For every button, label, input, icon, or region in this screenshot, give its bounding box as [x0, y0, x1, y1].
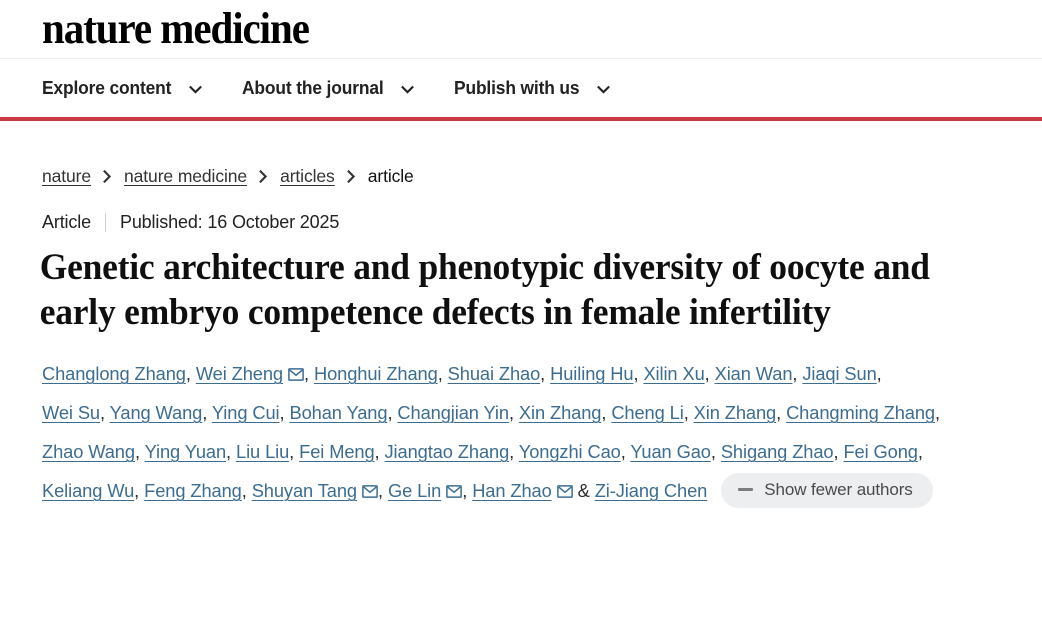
author-link[interactable]: Liu Liu [236, 441, 290, 462]
email-envelope-icon[interactable] [362, 485, 378, 498]
author-link[interactable]: Changjian Yin [397, 402, 509, 423]
breadcrumb: nature nature medicine articles article [0, 121, 1042, 187]
author-separator: , [185, 363, 196, 384]
breadcrumb-item-articles[interactable]: articles [280, 166, 335, 186]
author-link[interactable]: Ying Yuan [144, 441, 227, 462]
author-separator: , [508, 402, 519, 423]
nav-item-publish-with-us[interactable]: Publish with us [454, 77, 610, 99]
author-separator: , [540, 363, 551, 384]
author-link[interactable]: Keliang Wu [42, 480, 135, 501]
author-separator: , [776, 402, 787, 423]
author-link[interactable]: Fei Meng [299, 441, 375, 462]
chevron-down-icon [596, 83, 610, 96]
author-link[interactable]: Wei Zheng [195, 363, 283, 384]
minus-icon [738, 488, 754, 492]
show-fewer-authors-button[interactable]: Show fewer authors [721, 472, 933, 508]
author-separator: , [241, 480, 252, 501]
email-envelope-icon[interactable] [556, 485, 573, 498]
author-link[interactable]: Jiangtao Zhang [384, 441, 510, 462]
author-separator: , [377, 480, 388, 501]
author-separator: , [620, 441, 631, 462]
breadcrumb-item-nature[interactable]: nature [42, 166, 92, 186]
email-envelope-icon[interactable] [288, 368, 304, 381]
author-separator: , [279, 402, 290, 423]
chevron-down-icon [401, 83, 415, 96]
chevron-down-icon [188, 83, 202, 96]
author-link[interactable]: Cheng Li [611, 402, 684, 423]
article-type: Article [42, 212, 91, 232]
author-link[interactable]: Xin Zhang [693, 402, 777, 423]
author-separator: , [917, 441, 923, 462]
author-link[interactable]: Xin Zhang [518, 402, 602, 423]
author-separator: , [304, 363, 314, 384]
nav-item-explore-content[interactable]: Explore content [42, 77, 202, 99]
author-separator: , [704, 363, 715, 384]
journal-logo[interactable]: nature medicine [42, 4, 310, 53]
author-separator: , [387, 402, 398, 423]
author-separator: , [833, 441, 844, 462]
show-fewer-authors-label: Show fewer authors [764, 479, 913, 499]
author-link[interactable]: Shigang Zhao [720, 441, 834, 462]
author-link[interactable]: Xian Wan [714, 363, 793, 384]
author-separator: , [289, 441, 300, 462]
author-separator: , [100, 402, 110, 423]
author-link[interactable]: Huiling Hu [550, 363, 634, 384]
author-separator: , [437, 363, 448, 384]
author-separator: , [226, 441, 236, 462]
author-link[interactable]: Yongzhi Cao [518, 441, 621, 462]
breadcrumb-chevron-icon [259, 170, 268, 183]
author-link[interactable]: Shuai Zhao [447, 363, 541, 384]
nav-item-label: Publish with us [454, 77, 580, 98]
author-link[interactable]: Feng Zhang [144, 480, 242, 501]
author-link[interactable]: Yang Wang [109, 402, 203, 423]
author-separator: , [633, 363, 644, 384]
author-separator: , [134, 441, 145, 462]
author-separator: , [683, 402, 694, 423]
journal-masthead: nature medicine [0, 0, 1042, 59]
author-link[interactable]: Jiaqi Sun [802, 363, 877, 384]
author-link[interactable]: Zi-Jiang Chen [594, 480, 708, 501]
author-link[interactable]: Bohan Yang [289, 402, 388, 423]
meta-divider [104, 213, 106, 232]
author-separator: , [601, 402, 612, 423]
author-separator: , [134, 480, 145, 501]
nav-item-label: About the journal [241, 77, 384, 98]
author-separator: , [876, 363, 882, 384]
breadcrumb-item-article: article [367, 166, 414, 186]
author-separator-ampersand: & [572, 480, 595, 501]
page-title: Genetic architecture and phenotypic dive… [39, 247, 930, 333]
author-link[interactable]: Zhao Wang [42, 441, 135, 462]
author-link[interactable]: Han Zhao [472, 480, 552, 501]
author-separator: , [509, 441, 519, 462]
author-link[interactable]: Xilin Xu [643, 363, 705, 384]
author-separator: , [374, 441, 385, 462]
article-meta: Article Published: 16 October 2025 [0, 187, 1042, 233]
nav-item-about-the-journal[interactable]: About the journal [242, 77, 415, 99]
author-link[interactable]: Fei Gong [843, 441, 918, 462]
author-separator: , [935, 402, 940, 423]
author-separator: , [462, 480, 473, 501]
author-separator: , [710, 441, 721, 462]
author-link[interactable]: Wei Su [42, 402, 100, 423]
breadcrumb-chevron-icon [346, 170, 356, 183]
author-separator: , [792, 363, 803, 384]
primary-navigation: Explore content About the journal Publish … [0, 59, 1042, 121]
nav-item-label: Explore content [42, 77, 172, 98]
author-link[interactable]: Ge Lin [387, 480, 442, 501]
author-list: Changlong Zhang, Wei Zheng, Honghui Zhan… [0, 354, 985, 510]
publication-date: Published: 16 October 2025 [119, 212, 340, 232]
author-link[interactable]: Yuan Gao [630, 441, 711, 462]
author-link[interactable]: Changming Zhang [786, 402, 935, 423]
email-envelope-icon[interactable] [446, 485, 463, 498]
breadcrumb-item-nature-medicine[interactable]: nature medicine [124, 166, 248, 186]
author-link[interactable]: Changlong Zhang [42, 363, 186, 384]
author-separator: , [202, 402, 212, 423]
author-link[interactable]: Honghui Zhang [313, 363, 438, 384]
author-link[interactable]: Ying Cui [211, 402, 280, 423]
breadcrumb-chevron-icon [103, 170, 112, 183]
author-link[interactable]: Shuyan Tang [251, 480, 357, 501]
